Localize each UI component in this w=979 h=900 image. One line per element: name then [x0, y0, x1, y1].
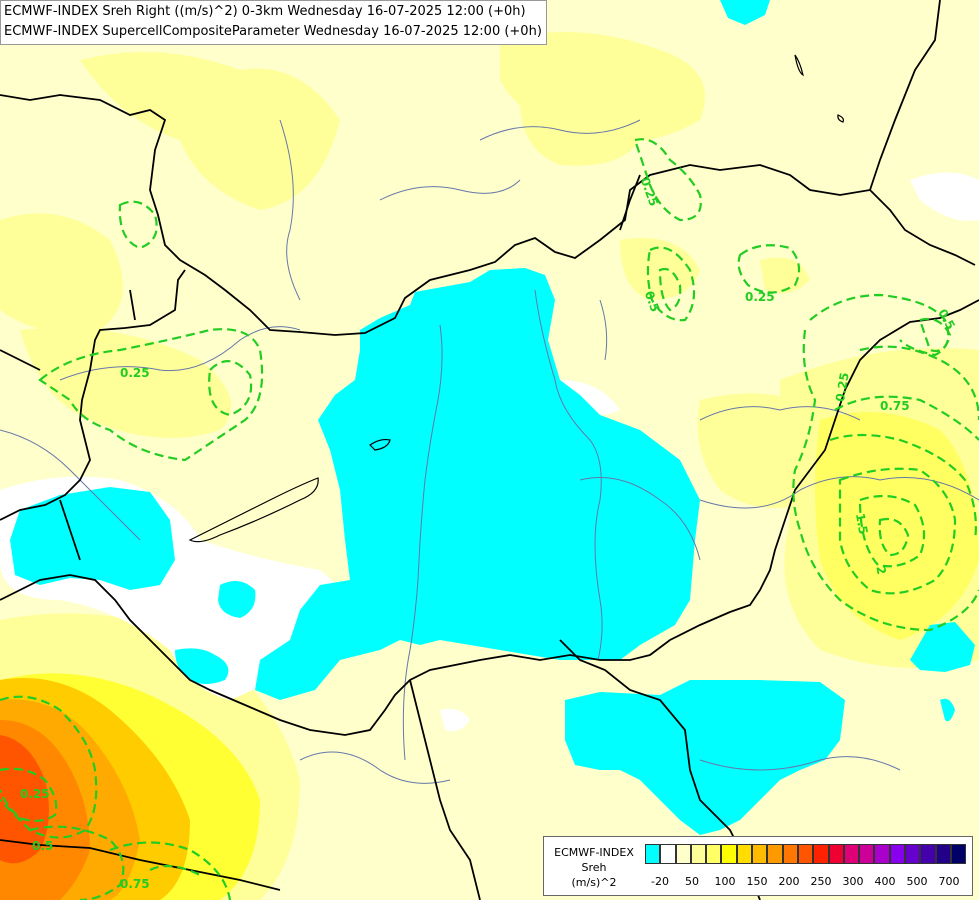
map-title-line-2: ECMWF-INDEX SupercellCompositeParameter … — [4, 24, 542, 39]
river-lines — [0, 119, 979, 784]
legend-swatch — [797, 844, 814, 864]
legend-swatch — [828, 844, 844, 864]
contour-label: 0.25 — [20, 787, 50, 801]
legend-swatch — [752, 844, 768, 864]
legend-swatch — [736, 844, 753, 864]
sreh-orange-areas — [0, 678, 190, 900]
legend-swatch — [950, 844, 967, 864]
legend-title: ECMWF-INDEX — [554, 846, 634, 859]
legend-swatch — [782, 844, 798, 864]
color-legend: ECMWF-INDEX Sreh (m/s)^2 -20 50 100 150 200 2… — [543, 836, 973, 896]
lakes — [188, 54, 845, 543]
contour-label: 2 — [873, 565, 888, 576]
legend-swatch — [843, 844, 860, 864]
legend-label: ECMWF-INDEX Sreh (m/s)^2 — [548, 845, 640, 890]
legend-swatch — [706, 844, 722, 864]
legend-tick-label: 150 — [746, 875, 768, 888]
legend-tick-label: 100 — [714, 875, 736, 888]
legend-swatches — [645, 844, 967, 864]
legend-tick-label: 50 — [685, 875, 699, 888]
legend-tick-label: 700 — [938, 875, 960, 888]
legend-swatch — [645, 844, 661, 864]
legend-ticks: -20 50 100 150 200 250 300 400 500 700 — [645, 875, 970, 891]
map-title-box: ECMWF-INDEX Sreh Right ((m/s)^2) 0-3km W… — [0, 0, 547, 45]
contour-label: 0.75 — [880, 399, 910, 413]
contour-label: 0.5 — [32, 839, 53, 853]
map-title-line-1: ECMWF-INDEX Sreh Right ((m/s)^2) 0-3km W… — [4, 4, 526, 19]
contour-label: 0.25 — [833, 371, 852, 403]
legend-variable: Sreh — [581, 861, 607, 874]
legend-swatch — [935, 844, 951, 864]
contour-label: 0.75 — [120, 877, 150, 891]
sreh-cyan-areas — [10, 0, 975, 835]
legend-tick-label: -20 — [651, 875, 669, 888]
legend-unit: (m/s)^2 — [571, 876, 617, 889]
legend-tick-label: 200 — [778, 875, 800, 888]
legend-swatch — [905, 844, 921, 864]
legend-swatch — [660, 844, 676, 864]
contour-label: 0.25 — [120, 366, 150, 380]
legend-tick-label: 400 — [874, 875, 896, 888]
legend-tick-label: 250 — [810, 875, 832, 888]
legend-swatch — [767, 844, 783, 864]
legend-swatch — [813, 844, 829, 864]
contour-label: 0.25 — [745, 290, 775, 304]
contour-label: 0.5 — [642, 289, 662, 314]
scp-contour-lines — [0, 138, 979, 900]
contour-label: 1.5 — [853, 512, 870, 535]
legend-swatch — [690, 844, 707, 864]
legend-swatch — [874, 844, 890, 864]
legend-swatch — [889, 844, 906, 864]
legend-swatch — [675, 844, 691, 864]
legend-tick-label: 300 — [842, 875, 864, 888]
legend-swatch — [859, 844, 875, 864]
legend-tick-label: 500 — [906, 875, 928, 888]
legend-swatch — [721, 844, 737, 864]
legend-swatch — [920, 844, 936, 864]
